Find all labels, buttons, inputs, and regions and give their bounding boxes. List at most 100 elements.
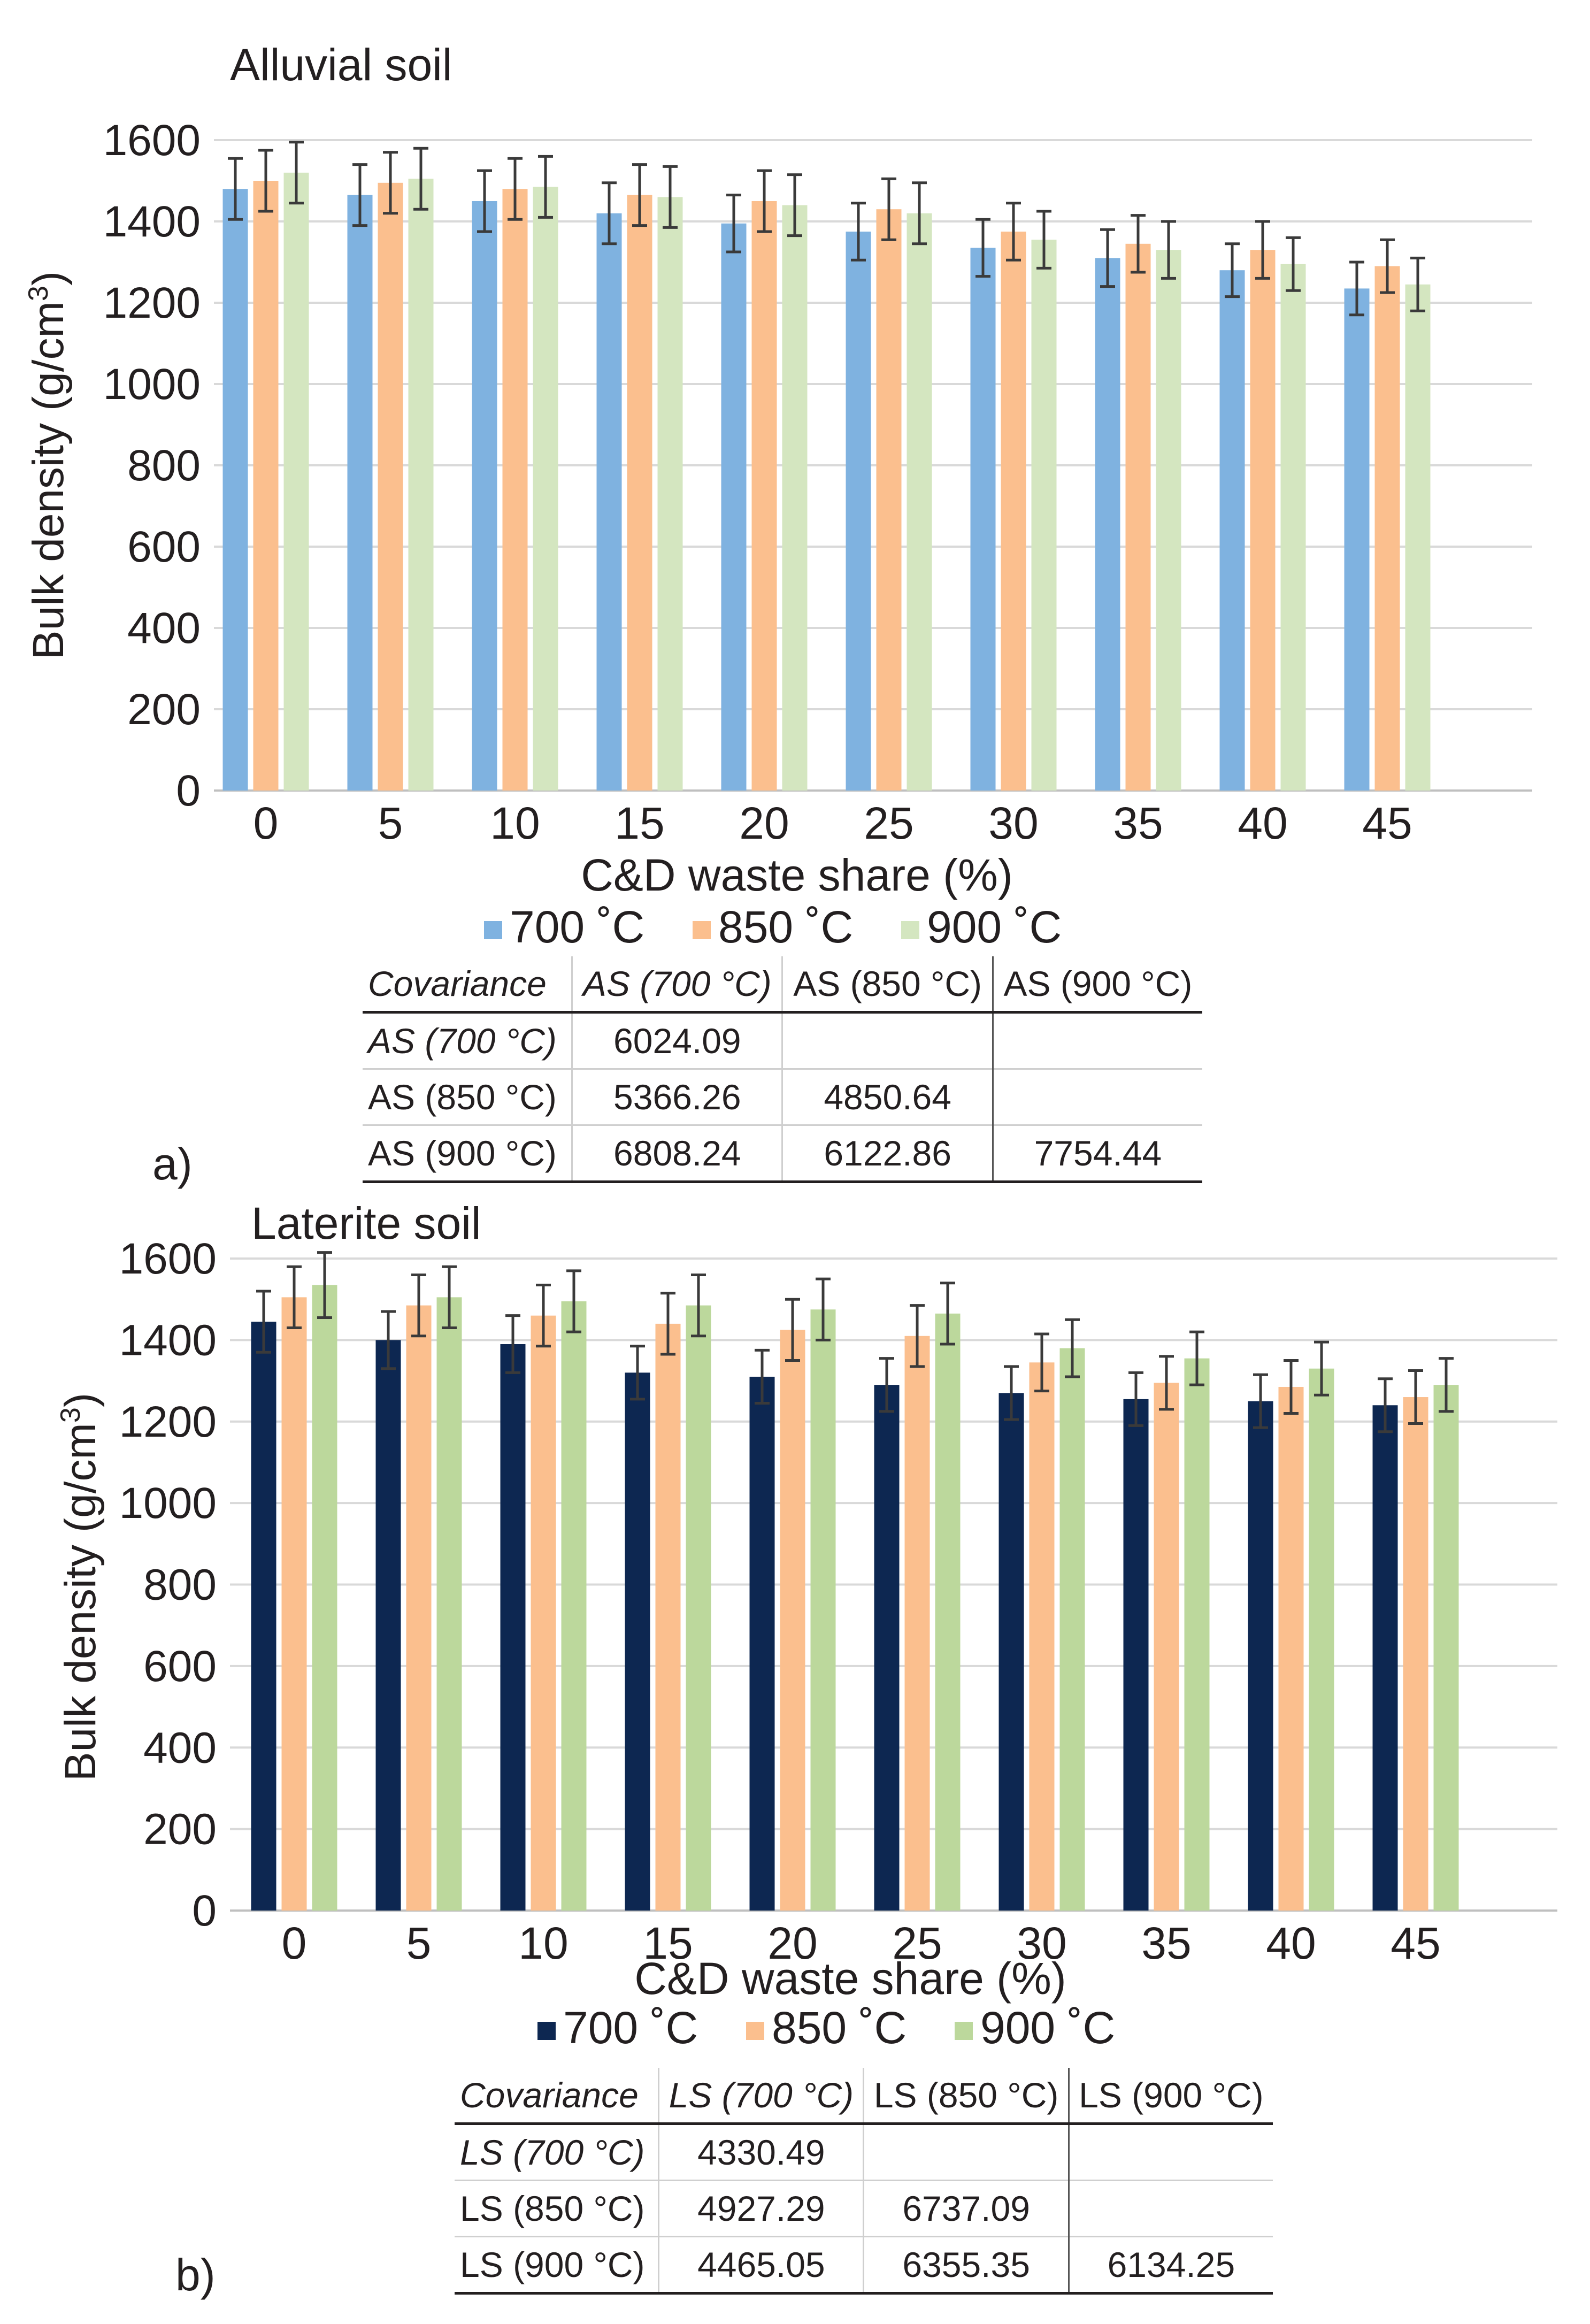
bar [500, 1344, 526, 1911]
bar [876, 209, 902, 791]
error-bar [1189, 1330, 1204, 1386]
y-tick-label: 0 [176, 766, 201, 815]
error-bar [1034, 1332, 1049, 1393]
bar [406, 1305, 432, 1911]
x-tick-label: 0 [254, 798, 279, 848]
x-tick-label: 25 [864, 798, 913, 848]
error-bar [1439, 1357, 1454, 1413]
error-bar [566, 1269, 581, 1333]
table-header-row: Covariance LS (700 °C) LS (850 °C) LS (9… [455, 2068, 1273, 2125]
table-header-cell: AS (850 °C) [782, 956, 994, 1014]
error-bar [1380, 238, 1395, 294]
error-bar [1004, 1365, 1019, 1421]
table-cell: 5366.26 [572, 1068, 784, 1125]
error-bar [383, 151, 398, 215]
y-tick-label: 800 [143, 1561, 217, 1609]
bar [253, 181, 279, 791]
error-bar [851, 202, 866, 262]
table-row-label: AS (850 °C) [363, 1068, 573, 1125]
error-bar [228, 157, 243, 221]
y-tick-label: 1200 [119, 1398, 217, 1446]
error-bar [755, 1348, 770, 1405]
panel-label-b: b) [175, 2250, 216, 2300]
bar [625, 1372, 650, 1911]
legend-swatch [693, 921, 711, 939]
error-bar [663, 165, 678, 229]
alluvial-soil-chart: Alluvial soil020040060080010001200140016… [23, 40, 1532, 952]
error-bar [538, 155, 553, 219]
bar [1154, 1383, 1179, 1911]
x-tick-label: 40 [1238, 798, 1287, 848]
legend-swatch [955, 2022, 973, 2040]
y-tick-label: 1600 [119, 1234, 217, 1283]
legend-swatch [901, 921, 919, 939]
table-cell [993, 1011, 1202, 1069]
error-bar [505, 1314, 520, 1374]
y-tick-label: 200 [127, 685, 201, 734]
table-row: AS (850 °C) 5366.26 4850.64 [363, 1068, 1202, 1125]
bar [721, 223, 747, 791]
bar [1001, 232, 1026, 791]
table-cell: 4850.64 [782, 1068, 994, 1125]
x-tick-label: 15 [615, 798, 664, 848]
error-bar [630, 1345, 645, 1401]
bar [782, 205, 808, 791]
bar [1125, 243, 1151, 791]
x-tick-label: 20 [739, 798, 789, 848]
y-tick-label: 400 [143, 1723, 217, 1772]
table-header-cell: LS (900 °C) [1069, 2068, 1273, 2125]
table-cell: 6737.09 [863, 2180, 1070, 2237]
bar [1123, 1399, 1149, 1911]
table-header-cell: AS (900 °C) [993, 956, 1202, 1014]
bar [375, 1340, 401, 1911]
error-bar [660, 1292, 675, 1356]
table-row-label: AS (900 °C) [363, 1124, 573, 1183]
bar [749, 1376, 775, 1911]
error-bar [1100, 228, 1115, 288]
y-tick-label: 0 [192, 1886, 217, 1935]
table-cell: 4927.29 [658, 2180, 865, 2237]
chart-title: Alluvial soil [230, 40, 452, 90]
table-cell [1069, 2123, 1273, 2181]
error-bar [975, 218, 990, 278]
legend-label: 900 ˚C [927, 902, 1062, 952]
x-tick-label: 35 [1113, 798, 1163, 848]
x-tick-label: 15 [643, 1918, 693, 1968]
table-header-cell: LS (850 °C) [863, 2068, 1070, 2125]
error-bar [785, 1298, 800, 1362]
y-tick-label: 600 [127, 523, 201, 571]
table-row: AS (700 °C) 6024.09 [363, 1011, 1202, 1069]
error-bar [910, 1304, 925, 1368]
bar [1250, 250, 1276, 791]
bar [1029, 1362, 1055, 1911]
error-bar [1349, 260, 1364, 317]
table-row: LS (850 °C) 4927.29 6737.09 [455, 2180, 1273, 2237]
table-cell: 7754.44 [993, 1124, 1202, 1183]
bar [1095, 258, 1120, 791]
bar [1059, 1348, 1085, 1911]
error-bar [1253, 1373, 1268, 1429]
bar [251, 1322, 276, 1911]
table-row: LS (700 °C) 4330.49 [455, 2123, 1273, 2181]
panel-label-a: a) [152, 1139, 193, 1189]
bar [312, 1285, 337, 1911]
x-tick-label: 5 [406, 1918, 432, 1968]
legend-swatch [537, 2022, 556, 2040]
table-row-label: LS (900 °C) [455, 2236, 660, 2295]
x-tick-label: 5 [378, 798, 403, 848]
bar [596, 213, 622, 791]
y-tick-label: 200 [143, 1805, 217, 1854]
error-bar [352, 163, 367, 227]
error-bar [787, 173, 802, 237]
table-cell [993, 1068, 1202, 1125]
bar [1372, 1405, 1398, 1911]
y-axis-title: Bulk density (g/cm3) [55, 1393, 105, 1781]
bar [780, 1330, 805, 1911]
x-tick-label: 45 [1391, 1918, 1440, 1968]
table-header-cell: AS (700 °C) [572, 956, 784, 1014]
bar [472, 201, 497, 791]
bar [970, 248, 996, 791]
error-bar [1128, 1371, 1143, 1427]
bar [533, 187, 558, 791]
y-tick-label: 1400 [103, 197, 201, 246]
